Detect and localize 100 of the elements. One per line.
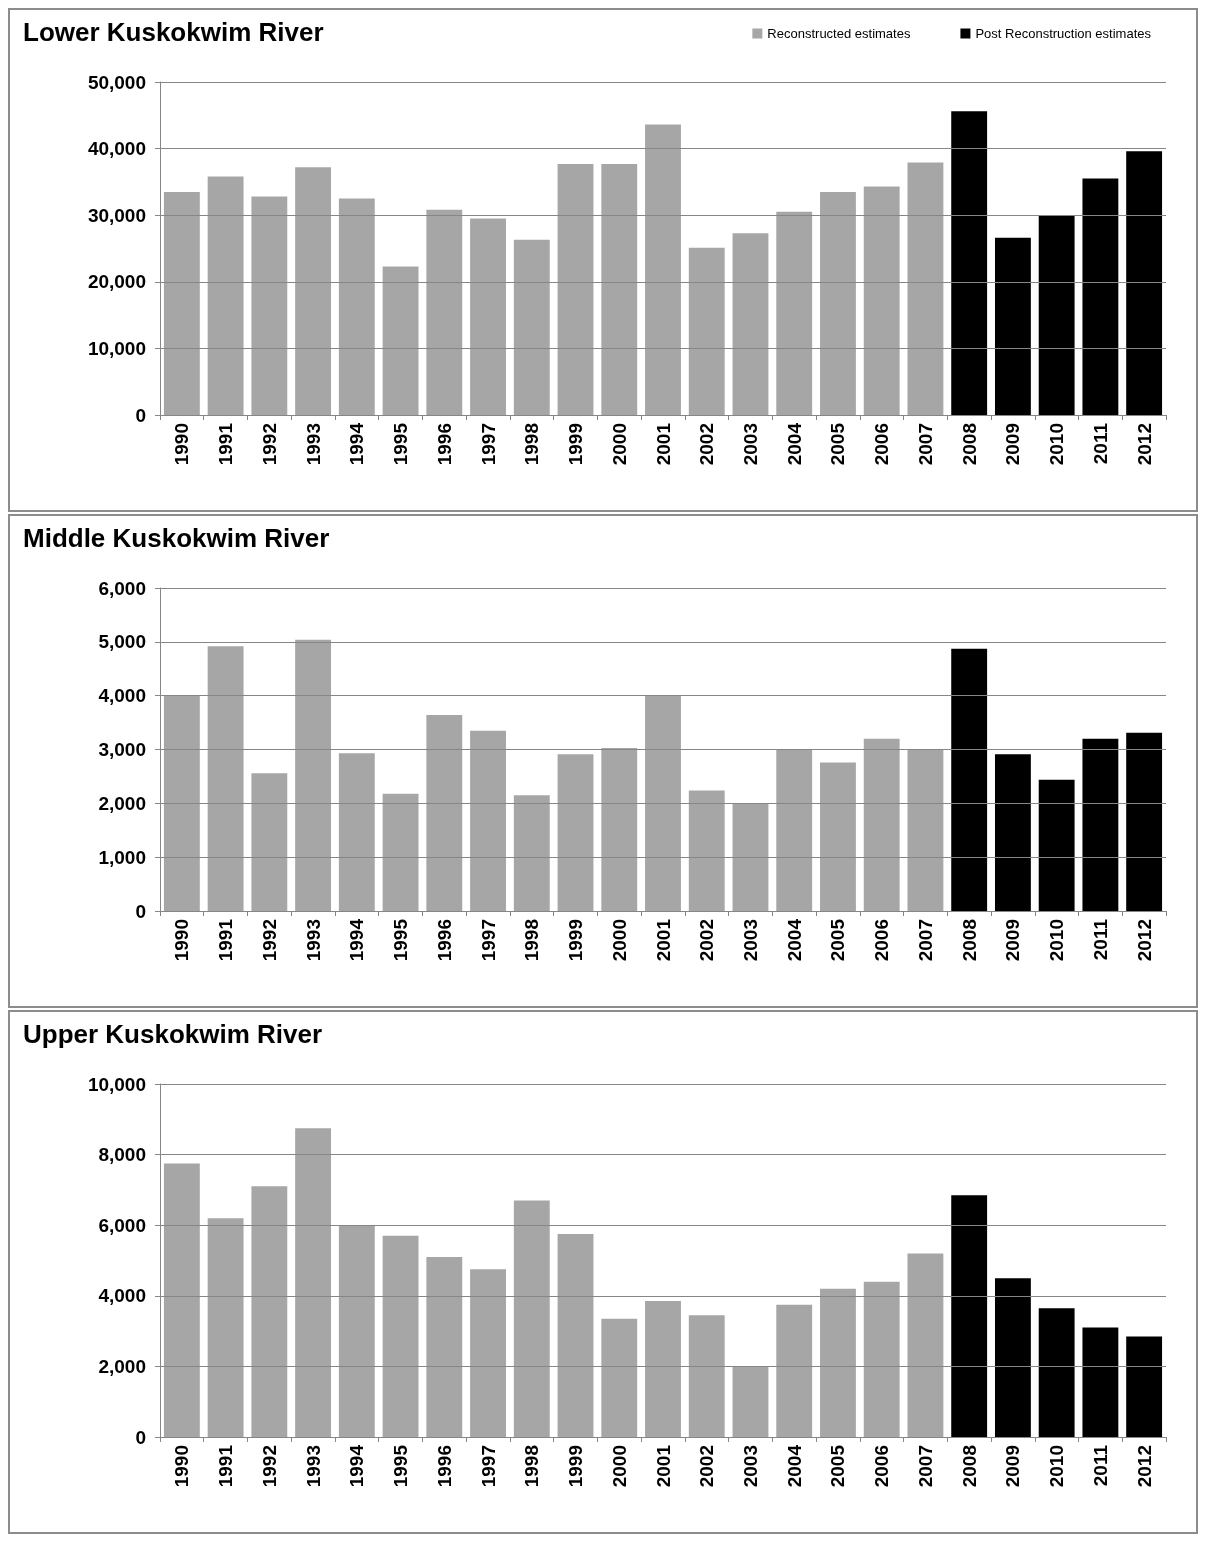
x-tick-label: 2009 [1002,1445,1024,1488]
bar [820,191,856,415]
bar [951,648,988,911]
bar [732,803,769,911]
bar [601,747,638,911]
y-tick-label: 4,000 [98,1285,146,1307]
x-tick-label: 2005 [827,918,849,962]
x-tick-label: 1992 [258,423,280,466]
x-tick-label: 2012 [1133,1445,1155,1488]
y-tick-label: 2,000 [98,792,146,814]
x-tick-label: 1994 [346,1444,368,1488]
x-tick-label: 2009 [1002,423,1024,466]
x-tick-label: 1991 [215,918,237,962]
bar [470,1269,506,1437]
bar [776,750,813,911]
x-tick-label: 1995 [390,422,412,466]
x-tick-label: 1991 [215,422,237,466]
x-tick-label: 2010 [1046,919,1068,962]
bar [1082,178,1119,415]
chart-title: Middle Kuskokwim River [23,523,330,553]
x-tick-label: 1997 [477,423,499,466]
bar [1126,1336,1163,1437]
x-tick-label: 2007 [914,1445,936,1488]
bar [994,754,1031,911]
x-tick-label: 2003 [739,423,761,466]
bar [688,790,725,911]
bar [776,1304,813,1437]
x-tick-label: 1999 [565,1445,587,1488]
bar [251,1186,288,1437]
x-tick-label: 1990 [171,423,193,466]
bar [907,162,944,415]
x-tick-label: 1996 [433,423,455,466]
x-tick-label: 2010 [1046,423,1068,466]
x-tick-label: 2004 [783,422,805,466]
x-tick-label: 2008 [958,1445,980,1488]
x-tick-label: 1990 [171,919,193,962]
bar [207,1218,244,1437]
legend-label: Reconstructed estimates [767,26,911,41]
x-tick-label: 1999 [565,423,587,466]
x-tick-label: 2005 [827,1444,849,1488]
y-tick-label: 0 [135,900,146,922]
bar [1082,1327,1119,1437]
y-tick-label: 5,000 [98,631,146,653]
bar [1082,738,1119,911]
x-tick-label: 1994 [346,918,368,962]
bar [907,1253,944,1437]
x-tick-label: 2011 [1089,422,1111,465]
x-tick-label: 1997 [477,1445,499,1488]
chart-title: Upper Kuskokwim River [23,1019,323,1049]
bar [557,163,594,415]
x-tick-label: 1998 [521,423,543,466]
bar [645,124,681,415]
bar [251,773,288,911]
x-tick-label: 1994 [346,422,368,466]
bar [382,1235,419,1437]
x-tick-label: 2002 [696,423,718,466]
bar [426,1256,463,1437]
bar [776,211,813,415]
y-tick-label: 10,000 [87,1073,146,1095]
y-tick-label: 30,000 [87,204,146,226]
bar [295,639,332,911]
x-tick-label: 2001 [652,1444,674,1488]
bar [994,237,1031,415]
x-tick-label: 2003 [739,919,761,962]
x-tick-label: 2001 [652,918,674,962]
x-tick-label: 1993 [302,919,324,962]
bar [163,191,200,415]
y-tick-label: 6,000 [98,1214,146,1236]
bar [557,754,594,911]
bar [1126,151,1163,415]
bar [1038,215,1075,415]
x-tick-label: 1996 [433,1445,455,1488]
x-tick-label: 2000 [608,919,630,962]
y-tick-label: 3,000 [98,739,146,760]
bar [1038,779,1075,911]
bar [163,695,200,911]
bar [207,646,244,911]
x-tick-label: 2012 [1133,423,1155,466]
x-tick-label: 1991 [215,1444,237,1488]
bar [513,795,550,911]
bar [951,1195,988,1437]
chart-title: Lower Kuskokwim River [23,17,324,47]
bar [688,247,725,415]
x-tick-label: 2004 [783,918,805,962]
bar [207,176,244,415]
bar [820,1288,856,1437]
bar [513,239,550,415]
bar [382,266,419,415]
y-tick-label: 50,000 [87,71,146,93]
bar [732,1366,769,1437]
bar [338,1225,375,1437]
x-tick-label: 1996 [433,919,455,962]
x-tick-label: 2007 [914,919,936,962]
bar [820,762,856,911]
bar [994,1278,1031,1437]
x-tick-label: 2003 [739,1445,761,1488]
x-tick-label: 2000 [608,423,630,466]
x-tick-label: 1995 [390,918,412,962]
bar [863,738,900,911]
bar [470,218,506,415]
